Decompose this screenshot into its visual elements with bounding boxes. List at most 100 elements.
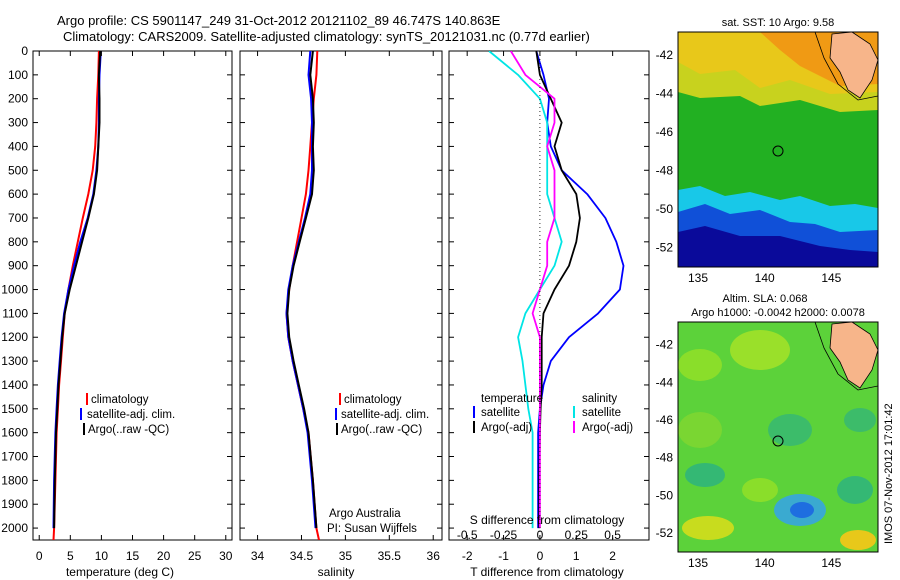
x-tick-label: 35.5 <box>378 549 402 563</box>
map-x-tick-label: 145 <box>821 556 841 570</box>
x-tick-label: 2 <box>609 549 616 563</box>
map-y-tick-label: -52 <box>656 526 674 540</box>
x-tick-label: 20 <box>157 549 171 563</box>
sla-blob <box>837 476 873 504</box>
sst-coldest-band <box>678 226 878 267</box>
y-tick-label: 0 <box>21 44 28 58</box>
legend-label-climatology: climatology <box>91 394 149 406</box>
x-tick-label: 1 <box>573 549 580 563</box>
y-tick-label: 1500 <box>1 402 28 416</box>
legend-label-s-argo: Argo(-adj) <box>582 422 633 434</box>
x-tick-label: 0 <box>537 549 544 563</box>
map-y-tick-label: -50 <box>656 488 674 502</box>
figure-title-line1: Argo profile: CS 5901147_249 31-Oct-2012… <box>57 13 501 28</box>
legend-label-argo: Argo(..raw -QC) <box>341 424 422 436</box>
legend-label-climatology: climatology <box>344 394 402 406</box>
sla-blob <box>678 412 722 448</box>
y-tick-label: 1600 <box>1 426 28 440</box>
legend-label-argo: Argo(..raw -QC) <box>88 424 169 436</box>
sst-map-frame <box>677 31 879 268</box>
coast-contour <box>814 32 878 101</box>
x2-tick-label: -0.5 <box>457 528 478 542</box>
legend-label-t-argo: Argo(-adj) <box>481 422 532 434</box>
x2-tick-label: -0.25 <box>490 528 518 542</box>
x2-tick-label: 0 <box>537 528 544 542</box>
salinity-annotation-1: Argo Australia <box>329 508 401 520</box>
legend-title-temperature: temperature <box>481 393 543 405</box>
map-y-tick-label: -48 <box>656 164 674 178</box>
x-tick-label: 5 <box>67 549 74 563</box>
series-line-2-2 <box>488 51 563 529</box>
y-tick-label: 1900 <box>1 497 28 511</box>
temperature-x-label: temperature (deg C) <box>66 565 174 579</box>
legend-title-salinity: salinity <box>582 393 617 405</box>
series-line-0-2 <box>53 51 102 529</box>
sla-blob <box>844 408 876 432</box>
legend-label-t-satellite: satellite <box>481 407 520 419</box>
sla-map-subtitle: Argo h1000: -0.0042 h2000: 0.0078 <box>691 307 865 319</box>
map-x-tick-label: 135 <box>688 556 708 570</box>
map-x-tick-label: 140 <box>755 271 775 285</box>
y-tick-label: 200 <box>8 92 28 106</box>
legend-label-s-satellite: satellite <box>582 407 621 419</box>
x-tick-label: 34.5 <box>290 549 314 563</box>
map-y-tick-label: -42 <box>656 338 674 352</box>
sla-blob <box>742 478 778 502</box>
x-tick-label: -2 <box>462 549 473 563</box>
y-tick-label: 1300 <box>1 354 28 368</box>
y-tick-label: 1000 <box>1 283 28 297</box>
map-x-tick-label: 140 <box>755 556 775 570</box>
map-y-tick-label: -42 <box>656 48 674 62</box>
difference-panel <box>448 50 650 541</box>
y-tick-label: 1400 <box>1 378 28 392</box>
y-tick-label: 800 <box>8 235 28 249</box>
tasmania-land <box>829 32 878 99</box>
argo-float-marker <box>772 145 784 157</box>
y-tick-label: 2000 <box>1 521 28 535</box>
x-tick-label: 0 <box>36 549 43 563</box>
x-tick-label: -1 <box>498 549 509 563</box>
y-tick-label: 700 <box>8 211 28 225</box>
y-tick-label: 1700 <box>1 450 28 464</box>
figure-title-line2: Climatology: CARS2009. Satellite-adjuste… <box>63 29 590 44</box>
y-tick-label: 100 <box>8 68 28 82</box>
coast-contour <box>814 322 878 391</box>
map-y-tick-label: -48 <box>656 451 674 465</box>
x2-tick-label: 0.5 <box>604 528 621 542</box>
y-tick-label: 1800 <box>1 473 28 487</box>
y-tick-label: 400 <box>8 139 28 153</box>
map-x-tick-label: 135 <box>688 271 708 285</box>
map-y-tick-label: -52 <box>656 241 674 255</box>
difference-x-label: T difference from climatology <box>470 565 624 579</box>
salinity-x-label: salinity <box>318 565 355 579</box>
map-y-tick-label: -50 <box>656 202 674 216</box>
sla-blob <box>682 516 734 540</box>
x-tick-label: 25 <box>188 549 202 563</box>
map-x-tick-label: 145 <box>821 271 841 285</box>
difference-legend: temperature salinity satellite Argo(-adj… <box>473 393 633 434</box>
y-tick-label: 500 <box>8 163 28 177</box>
argo-float-marker <box>772 435 784 447</box>
y-tick-label: 1200 <box>1 330 28 344</box>
sla-map-title: Altim. SLA: 0.068 <box>723 293 808 305</box>
sla-blob <box>678 349 722 381</box>
series-line-1-2 <box>286 51 318 529</box>
salinity-annotation-2: PI: Susan Wijffels <box>327 523 417 535</box>
sla-blob <box>730 330 790 370</box>
temperature-legend: climatology satellite-adj. clim. Argo(..… <box>80 393 175 436</box>
difference-x2-label: S difference from climatology <box>470 513 625 527</box>
salinity-panel <box>239 50 443 541</box>
salinity-legend: climatology satellite-adj. clim. Argo(..… <box>327 393 429 535</box>
sla-blob <box>840 530 876 550</box>
sla-map-frame <box>677 321 879 553</box>
sla-blob <box>685 463 725 487</box>
map-y-tick-label: -44 <box>656 375 674 389</box>
map-y-tick-label: -46 <box>656 413 674 427</box>
y-tick-label: 1100 <box>2 306 28 320</box>
x-tick-label: 36 <box>427 549 441 563</box>
series-line-2-3 <box>510 51 556 529</box>
sla-map <box>678 322 878 552</box>
y-tick-label: 600 <box>8 187 28 201</box>
y-tick-label: 900 <box>8 259 28 273</box>
